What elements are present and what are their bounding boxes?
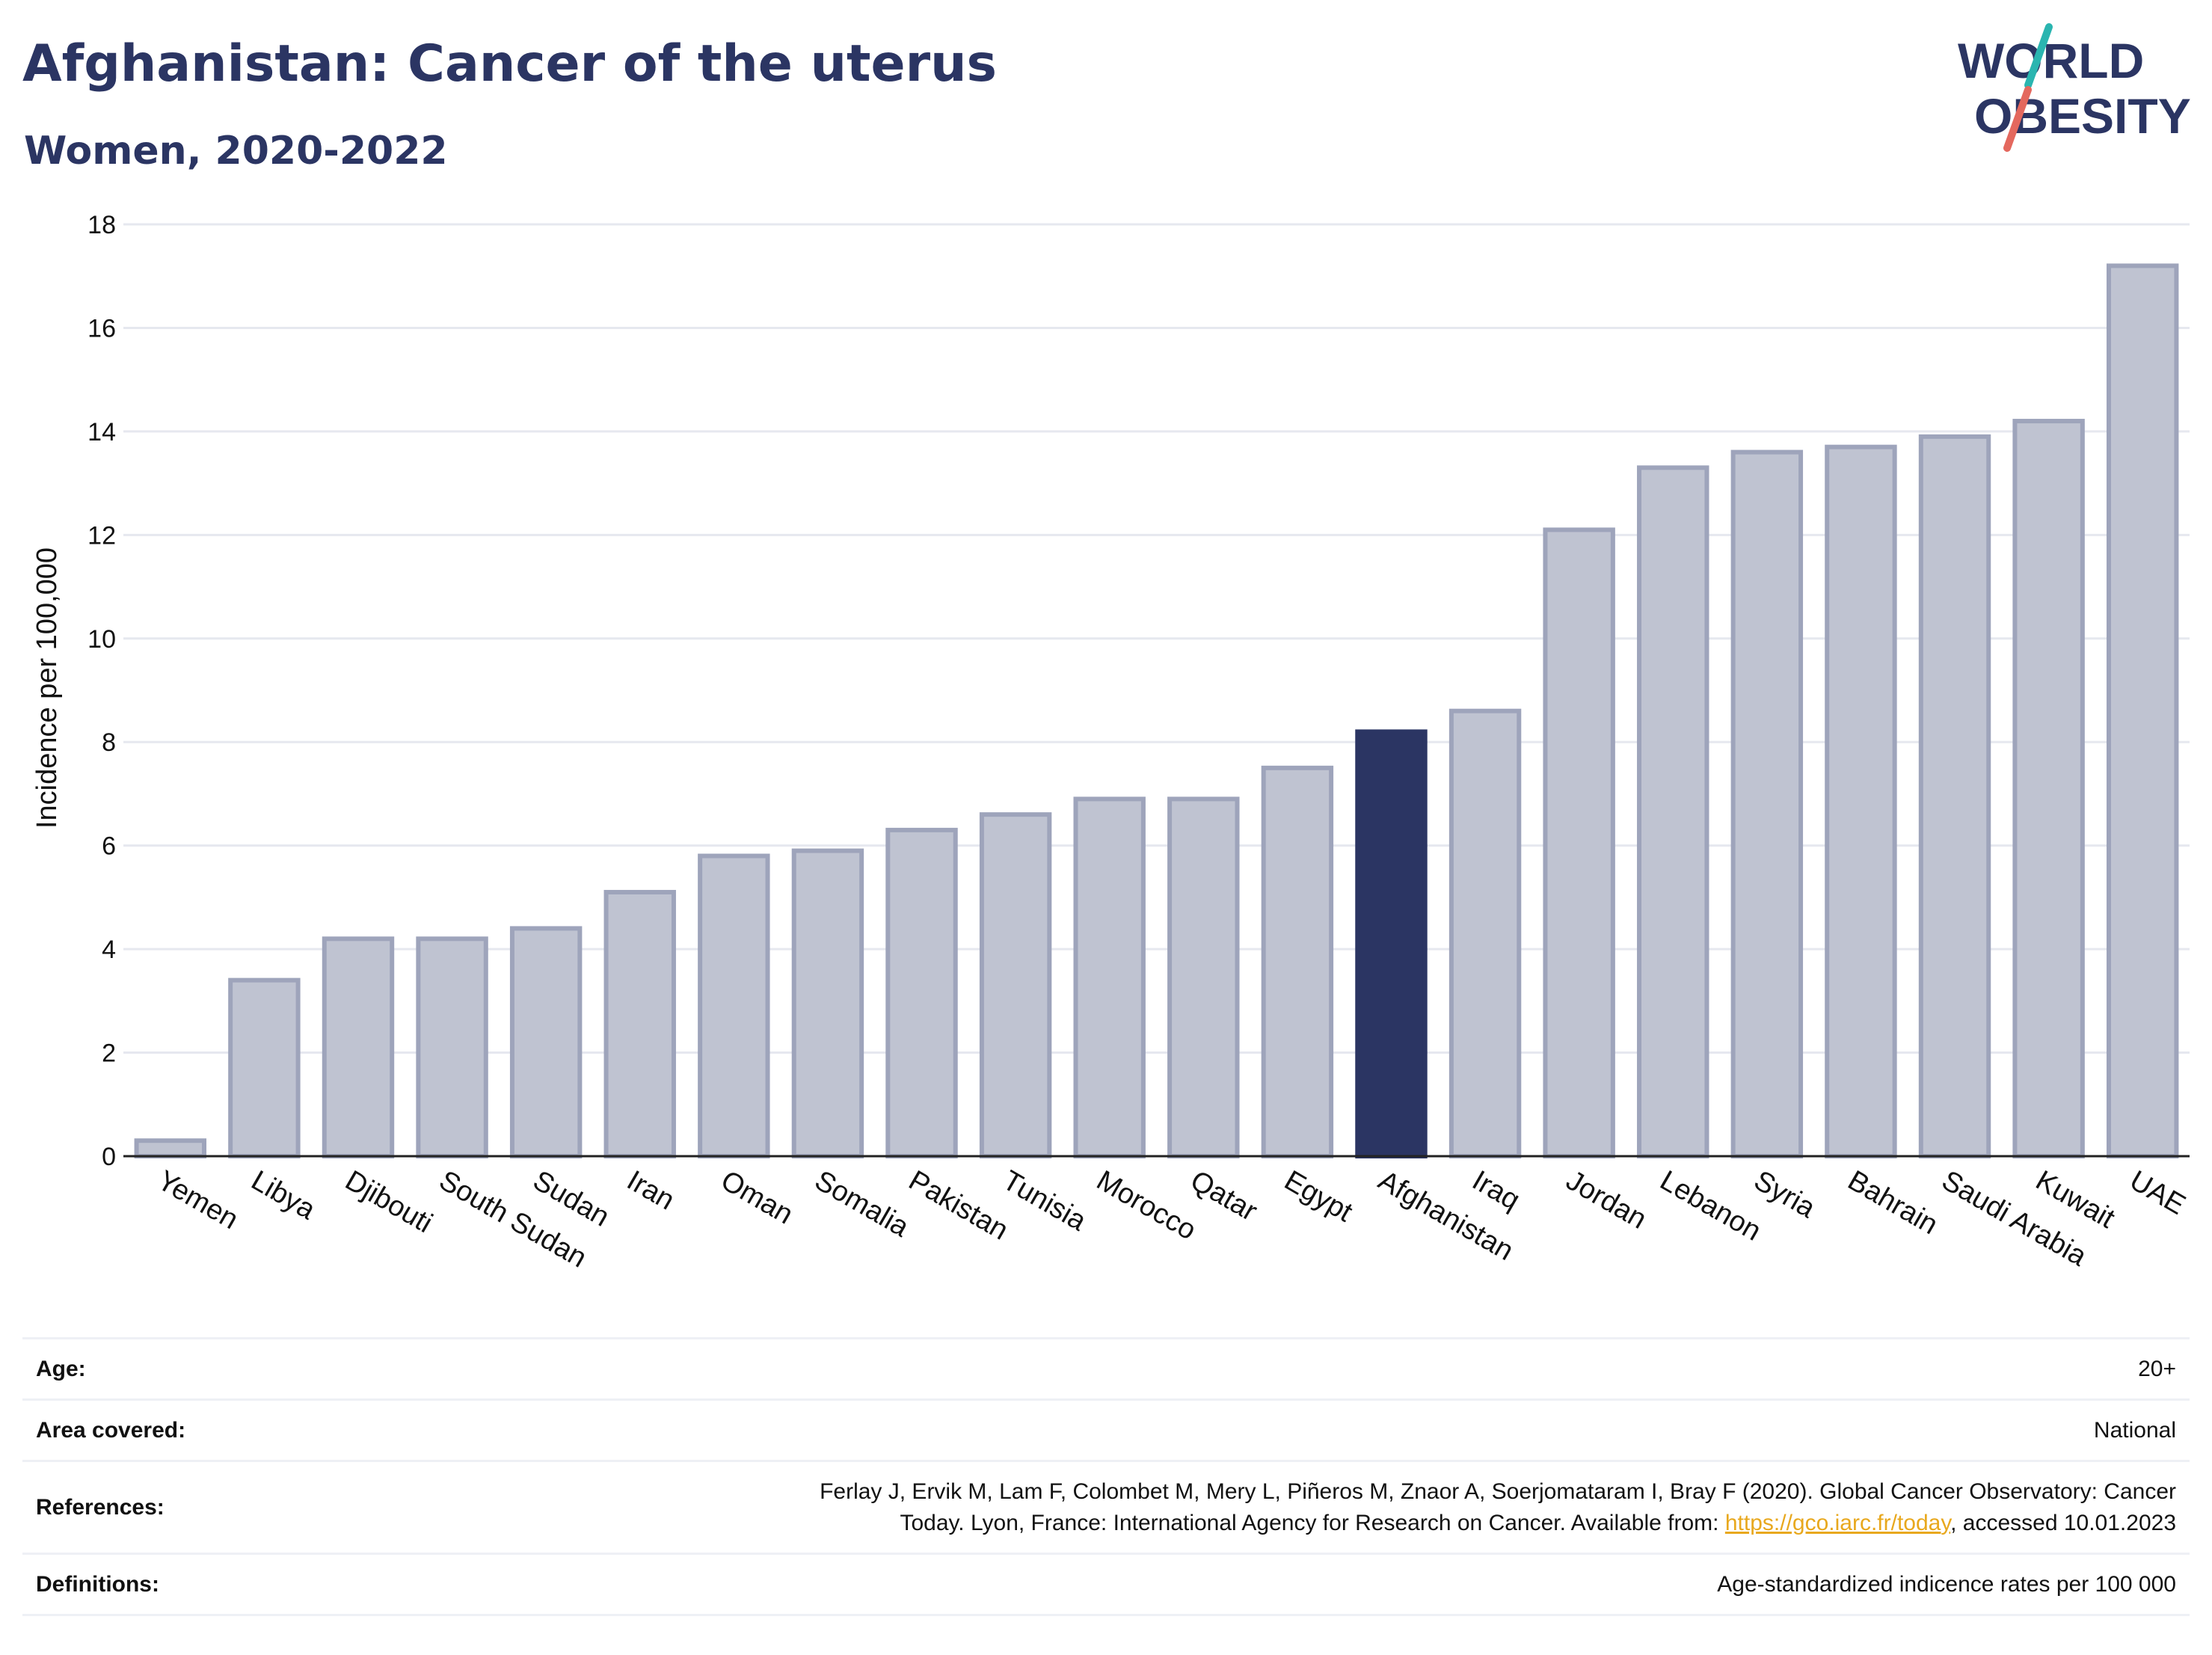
- page-subtitle: Women, 2020-2022: [24, 129, 448, 174]
- x-tick-label: Egypt: [1279, 1164, 1358, 1228]
- bar-lebanon: [1637, 465, 1709, 1158]
- logo-line-1: WORLD: [1958, 33, 2144, 88]
- references-link[interactable]: https://gco.iarc.fr/today: [1724, 1510, 1951, 1535]
- y-tick-label: 8: [102, 728, 116, 757]
- references-text-3: , accessed 10.01.2023: [1950, 1510, 2176, 1535]
- bar-pakistan: [885, 827, 958, 1159]
- x-tick-label: Oman: [716, 1164, 799, 1230]
- bar-iraq: [1448, 708, 1522, 1158]
- x-tick-label: Pakistan: [903, 1164, 1013, 1246]
- bar-oman: [698, 853, 770, 1158]
- meta-references-label: References:: [22, 1460, 573, 1555]
- meta-references-value: Ferlay J, Ervik M, Lam F, Colombet M, Me…: [573, 1460, 2190, 1555]
- bar-tunisia: [979, 812, 1052, 1158]
- meta-age-label: Age:: [22, 1337, 573, 1401]
- x-tick-label: Djibouti: [340, 1164, 437, 1239]
- x-tick-label: Iran: [621, 1164, 680, 1216]
- x-tick-label: Bahrain: [1843, 1164, 1943, 1241]
- bar-iran: [603, 889, 676, 1158]
- bar-uae: [2106, 263, 2179, 1158]
- y-tick-label: 4: [102, 936, 116, 964]
- bar-egypt: [1261, 765, 1334, 1159]
- bar-morocco: [1073, 796, 1146, 1159]
- bar-kuwait: [2012, 419, 2085, 1158]
- meta-row-area: Area covered: National: [22, 1398, 2190, 1462]
- x-tick-label: Iraq: [1467, 1164, 1526, 1216]
- references-text-1: Ferlay J, Ervik M, Lam F, Colombet M, Me…: [820, 1479, 2176, 1504]
- y-axis-ticks: 0 2 4 6 8 10 12 14 16 18: [87, 211, 116, 1171]
- y-tick-label: 10: [87, 625, 116, 654]
- y-tick-label: 0: [102, 1143, 116, 1171]
- bar-south-sudan: [416, 936, 488, 1159]
- y-tick-label: 18: [87, 211, 116, 239]
- y-tick-label: 6: [102, 832, 116, 861]
- bar-yemen: [134, 1138, 207, 1158]
- meta-definitions-value: Age-standardized indicence rates per 100…: [573, 1553, 2190, 1616]
- meta-definitions-label: Definitions:: [22, 1553, 573, 1616]
- bars: [134, 263, 2179, 1159]
- x-tick-label: Somalia: [809, 1164, 915, 1243]
- bar-syria: [1730, 449, 1804, 1158]
- bar-libya: [228, 977, 301, 1158]
- logo-teal-slash: [2024, 23, 2053, 89]
- bar-qatar: [1167, 796, 1240, 1159]
- x-tick-label: Libya: [246, 1164, 321, 1226]
- metadata-table: Age: 20+ Area covered: National Referenc…: [22, 1337, 2190, 1616]
- world-obesity-logo: WORLD OBESITY: [1958, 23, 2191, 152]
- bar-saudi-arabia: [1918, 434, 1991, 1158]
- meta-row-definitions: Definitions: Age-standardized indicence …: [22, 1553, 2190, 1616]
- bar-somalia: [791, 848, 864, 1158]
- references-text-2: Today. Lyon, France: International Agenc…: [900, 1510, 1725, 1535]
- y-tick-label: 16: [87, 314, 116, 343]
- bar-jordan: [1543, 527, 1615, 1158]
- bar-sudan: [509, 926, 583, 1159]
- x-tick-label: Yemen: [152, 1164, 243, 1235]
- meta-row-references: References: Ferlay J, Ervik M, Lam F, Co…: [22, 1460, 2190, 1555]
- bar-bahrain: [1825, 444, 1897, 1158]
- meta-area-label: Area covered:: [22, 1398, 573, 1462]
- page-title: Afghanistan: Cancer of the uterus: [22, 34, 998, 93]
- meta-row-age: Age: 20+: [22, 1337, 2190, 1401]
- bar-afghanistan: [1355, 729, 1428, 1158]
- y-tick-label: 12: [87, 521, 116, 550]
- x-tick-label: UAE: [2125, 1164, 2191, 1220]
- logo-coral-slash: [2003, 86, 2032, 152]
- x-tick-label: Tunisia: [998, 1164, 1093, 1237]
- x-tick-label: Lebanon: [1655, 1164, 1766, 1247]
- x-tick-label: Jordan: [1561, 1164, 1652, 1235]
- y-tick-label: 2: [102, 1040, 116, 1068]
- meta-area-value: National: [573, 1398, 2190, 1462]
- y-tick-label: 14: [87, 418, 116, 446]
- meta-age-value: 20+: [573, 1337, 2190, 1401]
- y-axis-label: Incidence per 100,000: [31, 547, 63, 829]
- bar-djibouti: [322, 936, 395, 1159]
- x-tick-label: Morocco: [1091, 1164, 1201, 1246]
